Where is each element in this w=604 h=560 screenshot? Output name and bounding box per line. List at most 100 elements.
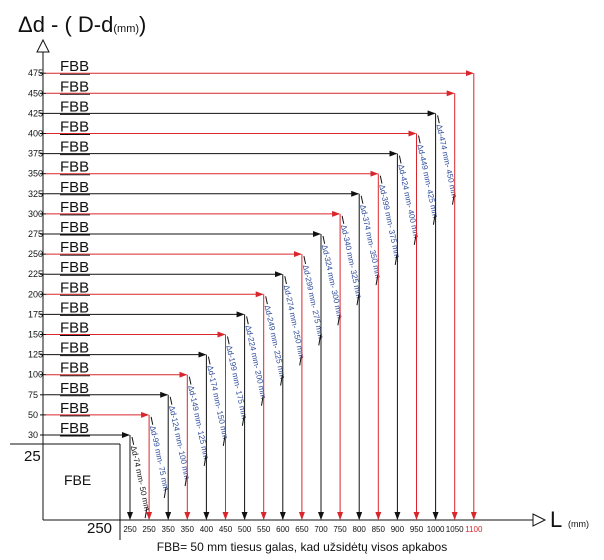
diagram-title: Δd - ( D-d(mm))	[18, 12, 146, 37]
fbb-label: FBB	[60, 400, 89, 417]
x-tick-label: 600	[276, 525, 290, 534]
x-tick-label: 650	[295, 525, 309, 534]
svg-text:Δd-174 mm- 150 mm: Δd-174 mm- 150 mm	[205, 365, 229, 441]
fbb-label: FBB	[60, 259, 89, 276]
fbb-label: FBB	[60, 139, 89, 156]
diameter-annotation: Δd-374 mm- 350 mm	[358, 195, 383, 286]
y-tick-label: 125	[28, 350, 43, 360]
svg-text:Δd-424 mm- 400 mm: Δd-424 mm- 400 mm	[396, 164, 420, 240]
svg-text:Δd-274 mm- 250 mm: Δd-274 mm- 250 mm	[282, 284, 306, 360]
diameter-annotation: Δd-399 mm- 375 mm	[377, 175, 402, 266]
x-axis-unit: (mm)	[568, 519, 589, 529]
diameter-annotation: Δd-340 mm- 325 mm	[339, 215, 364, 306]
x-tick-label: 700	[314, 525, 328, 534]
svg-text:Δd-449 mm- 425 mm: Δd-449 mm- 425 mm	[415, 143, 439, 219]
y-tick-label: 325	[28, 189, 43, 199]
fbb-label: FBB	[60, 199, 89, 216]
fbe-label: FBE	[64, 472, 91, 488]
y-tick-label: 30	[28, 430, 38, 440]
svg-text:Δd-340 mm- 325 mm: Δd-340 mm- 325 mm	[339, 224, 363, 300]
x-tick-label: 750	[333, 525, 347, 534]
y-tick-label: 300	[28, 209, 43, 219]
y-tick-label: 250	[28, 249, 43, 259]
diameter-annotation: Δd-199 mm- 175 mm	[224, 336, 249, 426]
fbb-label: FBB	[60, 78, 89, 95]
x-tick-label: 500	[238, 525, 252, 534]
fbb-label: FBB	[60, 179, 89, 196]
y-tick-label: 450	[28, 88, 43, 98]
x-axis-label: L	[550, 507, 562, 532]
diameter-annotation: Δd-424 mm- 400 mm	[396, 155, 421, 245]
svg-text:Δd-324 mm- 300 mm: Δd-324 mm- 300 mm	[320, 244, 344, 320]
x-tick-label: 450	[219, 525, 233, 534]
svg-text:Δd-124 mm- 100 mm: Δd-124 mm- 100 mm	[167, 405, 191, 481]
svg-text:Δd-374 mm- 350 mm: Δd-374 mm- 350 mm	[358, 204, 382, 280]
x-tick-label: 1050	[446, 525, 464, 534]
svg-text:Δd-474 mm- 450 mm: Δd-474 mm- 450 mm	[435, 123, 459, 199]
svg-text:Δd-74 mm- 50 mm: Δd-74 mm- 50 mm	[129, 445, 152, 512]
diameter-annotation: Δd-474 mm- 450 mm	[435, 115, 459, 205]
diameter-annotation: Δd-224 mm- 200 mm	[244, 316, 268, 406]
x-tick-label: 1100	[465, 525, 483, 534]
fbb-label: FBB	[60, 219, 89, 236]
svg-text:Δd-199 mm- 175 mm: Δd-199 mm- 175 mm	[224, 344, 248, 420]
x-tick-label: 350	[181, 525, 195, 534]
x-tick-label: 250	[123, 525, 137, 534]
y-tick-label: 200	[28, 289, 43, 299]
x-tick-label: 250	[142, 525, 156, 534]
y-axis-arrow	[36, 38, 50, 53]
y-tick-label: 275	[28, 229, 43, 239]
y-tick-label: 400	[28, 129, 43, 139]
x-axis-arrow	[532, 513, 547, 527]
corner-x-value: 250	[87, 520, 112, 537]
x-tick-label: 350	[162, 525, 176, 534]
x-tick-label: 950	[410, 525, 424, 534]
corner-y-value: 25	[24, 448, 41, 465]
diameter-annotation: Δd-299 mm- 275 mm	[301, 255, 325, 346]
svg-text:Δd-149 mm- 125 mm: Δd-149 mm- 125 mm	[186, 385, 210, 461]
footnote: FBB= 50 mm tiesus galas, kad užsidėtų vi…	[156, 540, 448, 554]
fbb-label: FBB	[60, 58, 89, 75]
x-tick-label: 850	[372, 525, 386, 534]
fbb-label: FBB	[60, 299, 89, 316]
y-tick-label: 175	[28, 309, 43, 319]
y-tick-labels: 30 50 75 100 125 150 175 200 225 250 275 300 325 350 3…	[28, 68, 46, 440]
diameter-annotation: Δd-249 mm- 225 mm	[263, 296, 287, 386]
diameter-annotation: Δd-449 mm- 425 mm	[415, 135, 440, 225]
diameter-annotation: Δd-324 mm- 300 mm	[320, 235, 344, 326]
x-tick-label: 1000	[427, 525, 445, 534]
y-tick-label: 350	[28, 169, 43, 179]
y-tick-label: 150	[28, 330, 43, 340]
fbb-label: FBB	[60, 239, 89, 256]
x-tick-label: 800	[353, 525, 367, 534]
y-tick-label: 425	[28, 108, 43, 118]
fbb-label: FBB	[60, 420, 89, 437]
x-tick-label: 400	[200, 525, 214, 534]
svg-text:Δd-299 mm- 275 mm: Δd-299 mm- 275 mm	[301, 264, 325, 340]
y-tick-label: 75	[28, 390, 38, 400]
y-tick-label: 475	[28, 68, 43, 78]
y-tick-label: 50	[28, 410, 38, 420]
diameter-annotation: Δd-274 mm- 250 mm	[282, 276, 306, 366]
fbb-label: FBB	[60, 119, 89, 136]
svg-text:Δd-224 mm- 200 mm: Δd-224 mm- 200 mm	[244, 324, 268, 400]
diameter-annotation: Δd-149 mm- 125 mm	[186, 376, 211, 467]
fbb-label: FBB	[60, 279, 89, 296]
fbb-label: FBB	[60, 340, 89, 357]
y-tick-label: 100	[28, 370, 43, 380]
x-tick-label: 550	[257, 525, 271, 534]
svg-text:Δd-399 mm- 375 mm: Δd-399 mm- 375 mm	[377, 184, 401, 260]
fbb-label: FBB	[60, 159, 89, 176]
svg-text:Δd-249 mm- 225 mm: Δd-249 mm- 225 mm	[263, 304, 287, 380]
svg-text:Δd-99 mm- 75 mm: Δd-99 mm- 75 mm	[148, 425, 171, 492]
fbb-label: FBB	[60, 320, 89, 337]
diameter-annotation: Δd-124 mm- 100 mm	[167, 396, 192, 487]
diameter-annotation: Δd-174 mm- 150 mm	[205, 356, 230, 446]
fbb-label: FBB	[60, 98, 89, 115]
fbb-label: FBB	[60, 360, 89, 377]
x-tick-labels: 250 250 350 350 400 450 500 550 600 650 700 750 800 8…	[123, 525, 483, 534]
fbb-label: FBB	[60, 380, 89, 397]
fbb-rows: FBB Δd-74 mm- 50 mm FBB Δd-99 mm- 75 mm FBB Δ…	[46, 58, 477, 520]
x-tick-label: 900	[391, 525, 405, 534]
